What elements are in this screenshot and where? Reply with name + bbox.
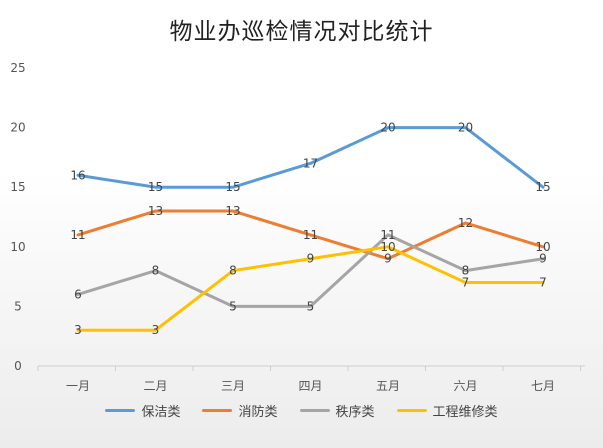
legend-swatch bbox=[202, 409, 233, 412]
x-tick-label: 三月 bbox=[221, 379, 245, 393]
legend-swatch bbox=[299, 409, 330, 412]
data-label: 8 bbox=[462, 264, 470, 278]
series-line-工程维修类 bbox=[76, 245, 545, 332]
y-tick-label: 0 bbox=[14, 359, 22, 373]
y-tick-label: 15 bbox=[10, 180, 25, 194]
data-label: 8 bbox=[229, 264, 237, 278]
y-tick-label: 5 bbox=[14, 299, 22, 313]
data-label: 15 bbox=[535, 180, 550, 194]
series-line-保洁类 bbox=[76, 126, 545, 189]
data-label: 17 bbox=[303, 156, 318, 170]
chart-legend: 保洁类 消防类 秩序类 工程维修类 bbox=[0, 401, 603, 420]
data-label: 5 bbox=[307, 299, 315, 313]
x-tick-label: 六月 bbox=[453, 379, 477, 393]
legend-item: 秩序类 bbox=[299, 401, 375, 420]
data-label: 11 bbox=[70, 228, 85, 242]
x-tick-label: 一月 bbox=[66, 379, 90, 393]
legend-label: 消防类 bbox=[238, 405, 278, 420]
data-label: 6 bbox=[74, 287, 82, 301]
data-label: 13 bbox=[225, 204, 240, 218]
series-line-秩序类 bbox=[76, 233, 545, 308]
data-label: 5 bbox=[229, 299, 237, 313]
x-tick-label: 七月 bbox=[531, 379, 555, 393]
y-tick-label: 20 bbox=[10, 121, 25, 135]
legend-swatch bbox=[396, 409, 427, 412]
x-tick-label: 四月 bbox=[298, 379, 322, 393]
data-label: 9 bbox=[384, 252, 392, 266]
legend-item: 保洁类 bbox=[105, 401, 180, 420]
legend-label: 保洁类 bbox=[141, 405, 181, 420]
data-label: 13 bbox=[148, 204, 163, 218]
data-label: 7 bbox=[539, 276, 547, 290]
series-line-消防类 bbox=[76, 209, 545, 261]
y-tick-label: 10 bbox=[10, 240, 25, 254]
data-label: 15 bbox=[148, 180, 163, 194]
data-label: 16 bbox=[70, 168, 85, 182]
legend-item: 消防类 bbox=[202, 401, 278, 420]
data-label: 15 bbox=[225, 180, 240, 194]
data-label: 9 bbox=[539, 252, 547, 266]
data-label: 20 bbox=[458, 121, 473, 135]
data-label: 3 bbox=[74, 323, 82, 337]
y-tick-label: 25 bbox=[10, 61, 25, 75]
legend-item: 工程维修类 bbox=[396, 401, 498, 420]
data-label: 11 bbox=[380, 228, 395, 242]
data-label: 9 bbox=[307, 252, 315, 266]
data-label: 7 bbox=[462, 276, 470, 290]
data-label: 10 bbox=[380, 240, 395, 254]
data-label: 12 bbox=[458, 216, 473, 230]
legend-label: 秩序类 bbox=[335, 405, 375, 420]
data-label: 11 bbox=[303, 228, 318, 242]
data-label: 8 bbox=[152, 264, 160, 278]
data-label: 3 bbox=[152, 323, 160, 337]
chart-title: 物业办巡检情况对比统计 bbox=[169, 19, 434, 45]
data-label: 20 bbox=[380, 121, 395, 135]
legend-swatch bbox=[105, 409, 136, 412]
legend-label: 工程维修类 bbox=[432, 405, 498, 420]
x-tick-label: 二月 bbox=[143, 379, 167, 393]
x-tick-label: 五月 bbox=[376, 379, 400, 393]
data-label: 10 bbox=[535, 240, 550, 254]
